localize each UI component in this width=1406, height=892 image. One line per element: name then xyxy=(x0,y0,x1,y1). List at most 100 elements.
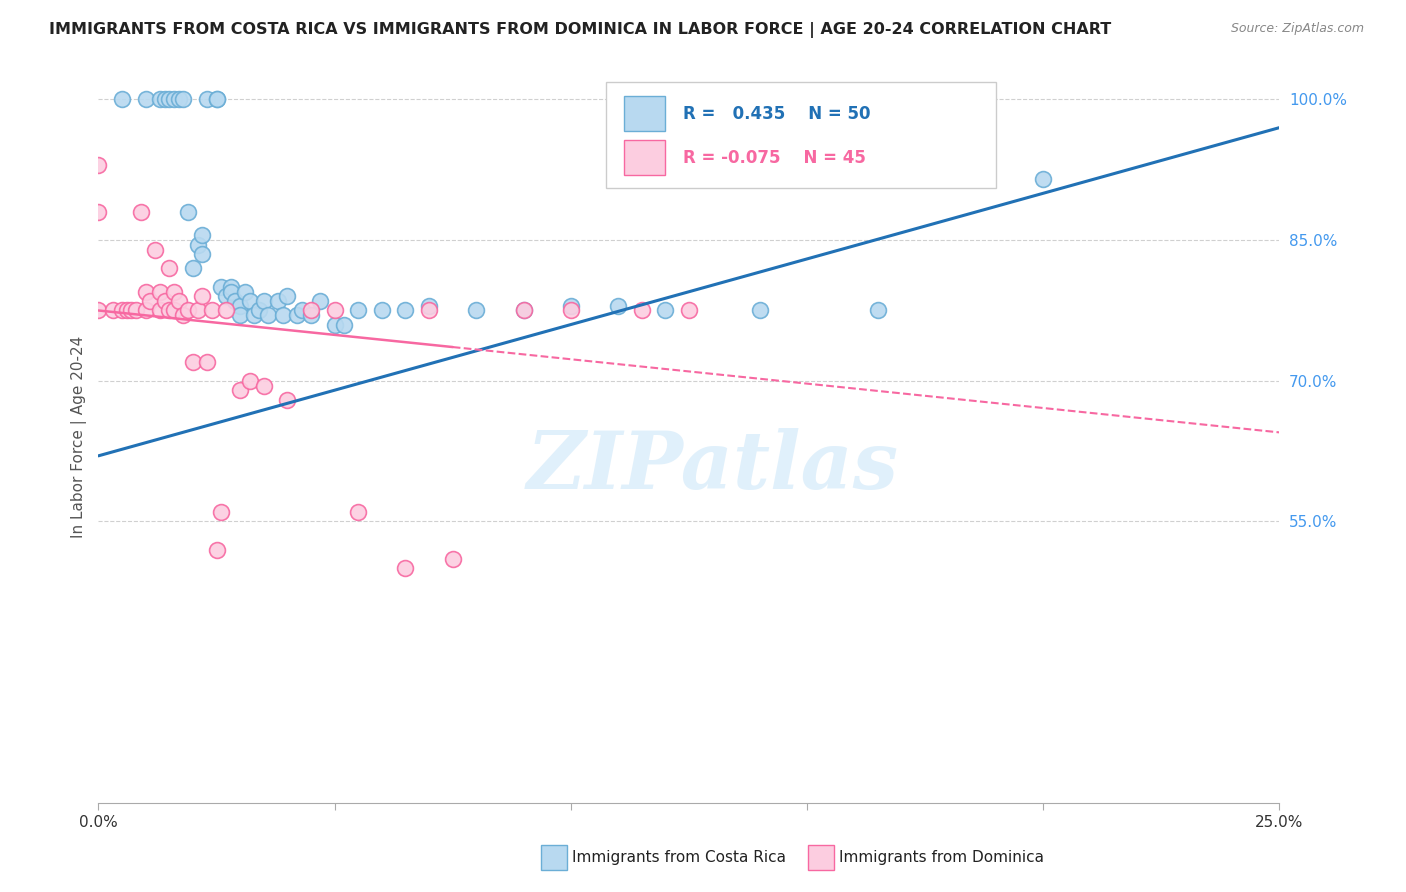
Point xyxy=(205,93,228,107)
Point xyxy=(253,378,276,392)
Text: R = -0.075    N = 45: R = -0.075 N = 45 xyxy=(683,149,866,167)
Point xyxy=(209,505,232,519)
Point xyxy=(239,374,262,388)
Text: Source: ZipAtlas.com: Source: ZipAtlas.com xyxy=(1230,22,1364,36)
Point xyxy=(181,261,204,276)
Point xyxy=(233,285,256,299)
Point xyxy=(191,228,214,243)
Point xyxy=(512,303,534,318)
Point xyxy=(115,303,138,318)
Point xyxy=(290,303,312,318)
Point xyxy=(239,294,262,309)
Point xyxy=(101,303,124,318)
Point xyxy=(276,289,298,303)
Point xyxy=(177,303,200,318)
Point xyxy=(347,505,370,519)
Point xyxy=(285,308,308,322)
Point xyxy=(191,247,214,261)
Point xyxy=(129,205,152,219)
Point xyxy=(121,303,143,318)
Point xyxy=(195,93,218,107)
Point xyxy=(299,308,322,322)
Point xyxy=(157,303,180,318)
Point xyxy=(87,205,110,219)
FancyBboxPatch shape xyxy=(606,82,995,188)
Point xyxy=(149,285,172,299)
Point xyxy=(135,285,157,299)
Point xyxy=(465,303,488,318)
Text: R =   0.435    N = 50: R = 0.435 N = 50 xyxy=(683,104,870,123)
Point xyxy=(630,303,652,318)
Point xyxy=(125,303,148,318)
Point xyxy=(163,303,186,318)
Bar xyxy=(624,140,665,175)
Point xyxy=(187,303,209,318)
Point xyxy=(441,552,464,566)
Point xyxy=(323,318,346,332)
Point xyxy=(139,294,162,309)
Text: Immigrants from Costa Rica: Immigrants from Costa Rica xyxy=(572,850,786,864)
Point xyxy=(219,280,242,294)
Bar xyxy=(624,96,665,131)
Point xyxy=(333,318,356,332)
Point xyxy=(172,308,194,322)
Point xyxy=(299,303,322,318)
Point xyxy=(1032,172,1054,186)
Point xyxy=(215,289,238,303)
Point xyxy=(394,303,416,318)
Point xyxy=(195,355,218,369)
Point xyxy=(512,303,534,318)
Point xyxy=(224,294,246,309)
Point xyxy=(394,561,416,575)
Point xyxy=(143,243,166,257)
Text: ZIPatlas: ZIPatlas xyxy=(526,427,898,505)
Point xyxy=(187,237,209,252)
Point xyxy=(181,355,204,369)
Point xyxy=(153,294,176,309)
Point xyxy=(201,303,224,318)
Point xyxy=(866,303,889,318)
Point xyxy=(418,303,440,318)
Point xyxy=(111,93,134,107)
Point xyxy=(163,93,186,107)
Point xyxy=(229,299,252,313)
Point xyxy=(323,303,346,318)
Point xyxy=(276,392,298,407)
Point xyxy=(371,303,394,318)
Point xyxy=(205,542,228,557)
Point xyxy=(257,308,280,322)
Point xyxy=(560,303,582,318)
Point xyxy=(135,93,157,107)
Point xyxy=(157,93,180,107)
Point xyxy=(267,294,290,309)
Point xyxy=(149,93,172,107)
Point xyxy=(253,294,276,309)
Point xyxy=(229,308,252,322)
Point xyxy=(157,261,180,276)
Point xyxy=(111,303,134,318)
Point xyxy=(607,299,630,313)
Point xyxy=(167,93,190,107)
Point xyxy=(149,303,172,318)
Point xyxy=(748,303,770,318)
Point xyxy=(205,93,228,107)
Point xyxy=(163,285,186,299)
Y-axis label: In Labor Force | Age 20-24: In Labor Force | Age 20-24 xyxy=(72,336,87,538)
Text: Immigrants from Dominica: Immigrants from Dominica xyxy=(839,850,1045,864)
Point xyxy=(172,93,194,107)
Point xyxy=(654,303,676,318)
Text: IMMIGRANTS FROM COSTA RICA VS IMMIGRANTS FROM DOMINICA IN LABOR FORCE | AGE 20-2: IMMIGRANTS FROM COSTA RICA VS IMMIGRANTS… xyxy=(49,22,1112,38)
Point xyxy=(87,303,110,318)
Point xyxy=(229,383,252,397)
Point xyxy=(243,308,266,322)
Point xyxy=(135,303,157,318)
Point xyxy=(247,303,270,318)
Point xyxy=(215,303,238,318)
Point xyxy=(153,93,176,107)
Point xyxy=(678,303,700,318)
Point xyxy=(219,285,242,299)
Point xyxy=(309,294,332,309)
Point xyxy=(418,299,440,313)
Point xyxy=(271,308,294,322)
Point xyxy=(209,280,232,294)
